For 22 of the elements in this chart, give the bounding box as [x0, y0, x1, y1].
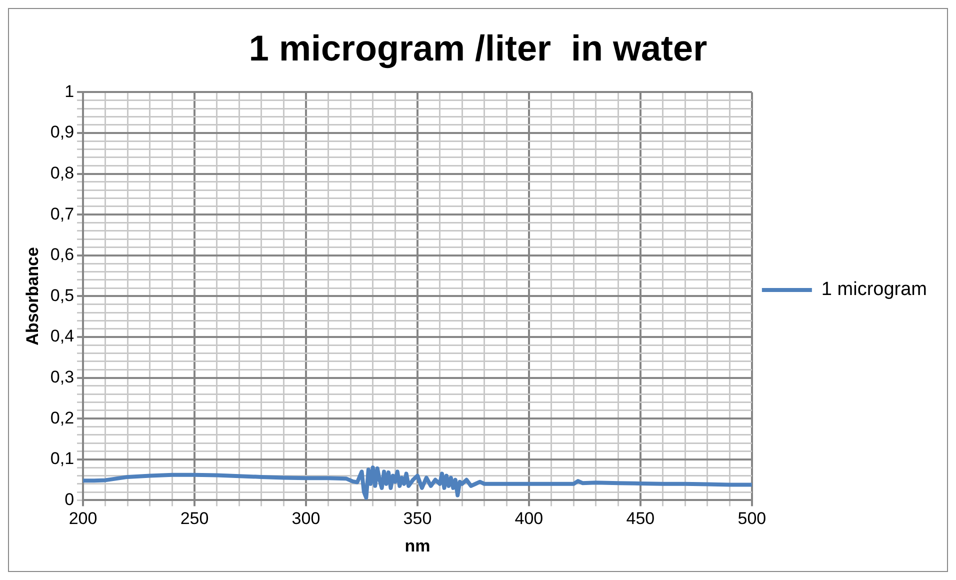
x-tick-label: 200: [68, 509, 98, 528]
y-tick-label: 0,7: [50, 204, 74, 224]
y-tick-label: 0,1: [50, 449, 74, 468]
y-tick-label: 0: [64, 490, 74, 509]
x-axis-title: nm: [404, 536, 430, 556]
y-axis-title: Absorbance: [22, 247, 42, 346]
x-tick-label: 450: [626, 509, 655, 528]
legend-label: 1 microgram: [821, 279, 927, 300]
y-tick-label: 0,3: [50, 367, 74, 386]
y-tick-label: 0,6: [50, 245, 74, 264]
chart-title: 1 microgram /liter in water: [248, 28, 708, 69]
y-tick-label: 0,5: [50, 286, 74, 305]
y-tick-label: 1: [64, 82, 74, 101]
x-tick-label: 300: [292, 509, 320, 528]
y-tick-label: 0,9: [50, 122, 74, 142]
x-tick-label: 500: [738, 509, 766, 528]
x-tick-label: 350: [403, 509, 432, 528]
y-tick-label: 0,8: [50, 163, 74, 182]
y-tick-label: 0,2: [50, 408, 74, 428]
y-tick-label: 0,4: [50, 326, 74, 346]
x-tick-label: 250: [180, 509, 209, 528]
x-tick-label: 400: [514, 509, 544, 528]
